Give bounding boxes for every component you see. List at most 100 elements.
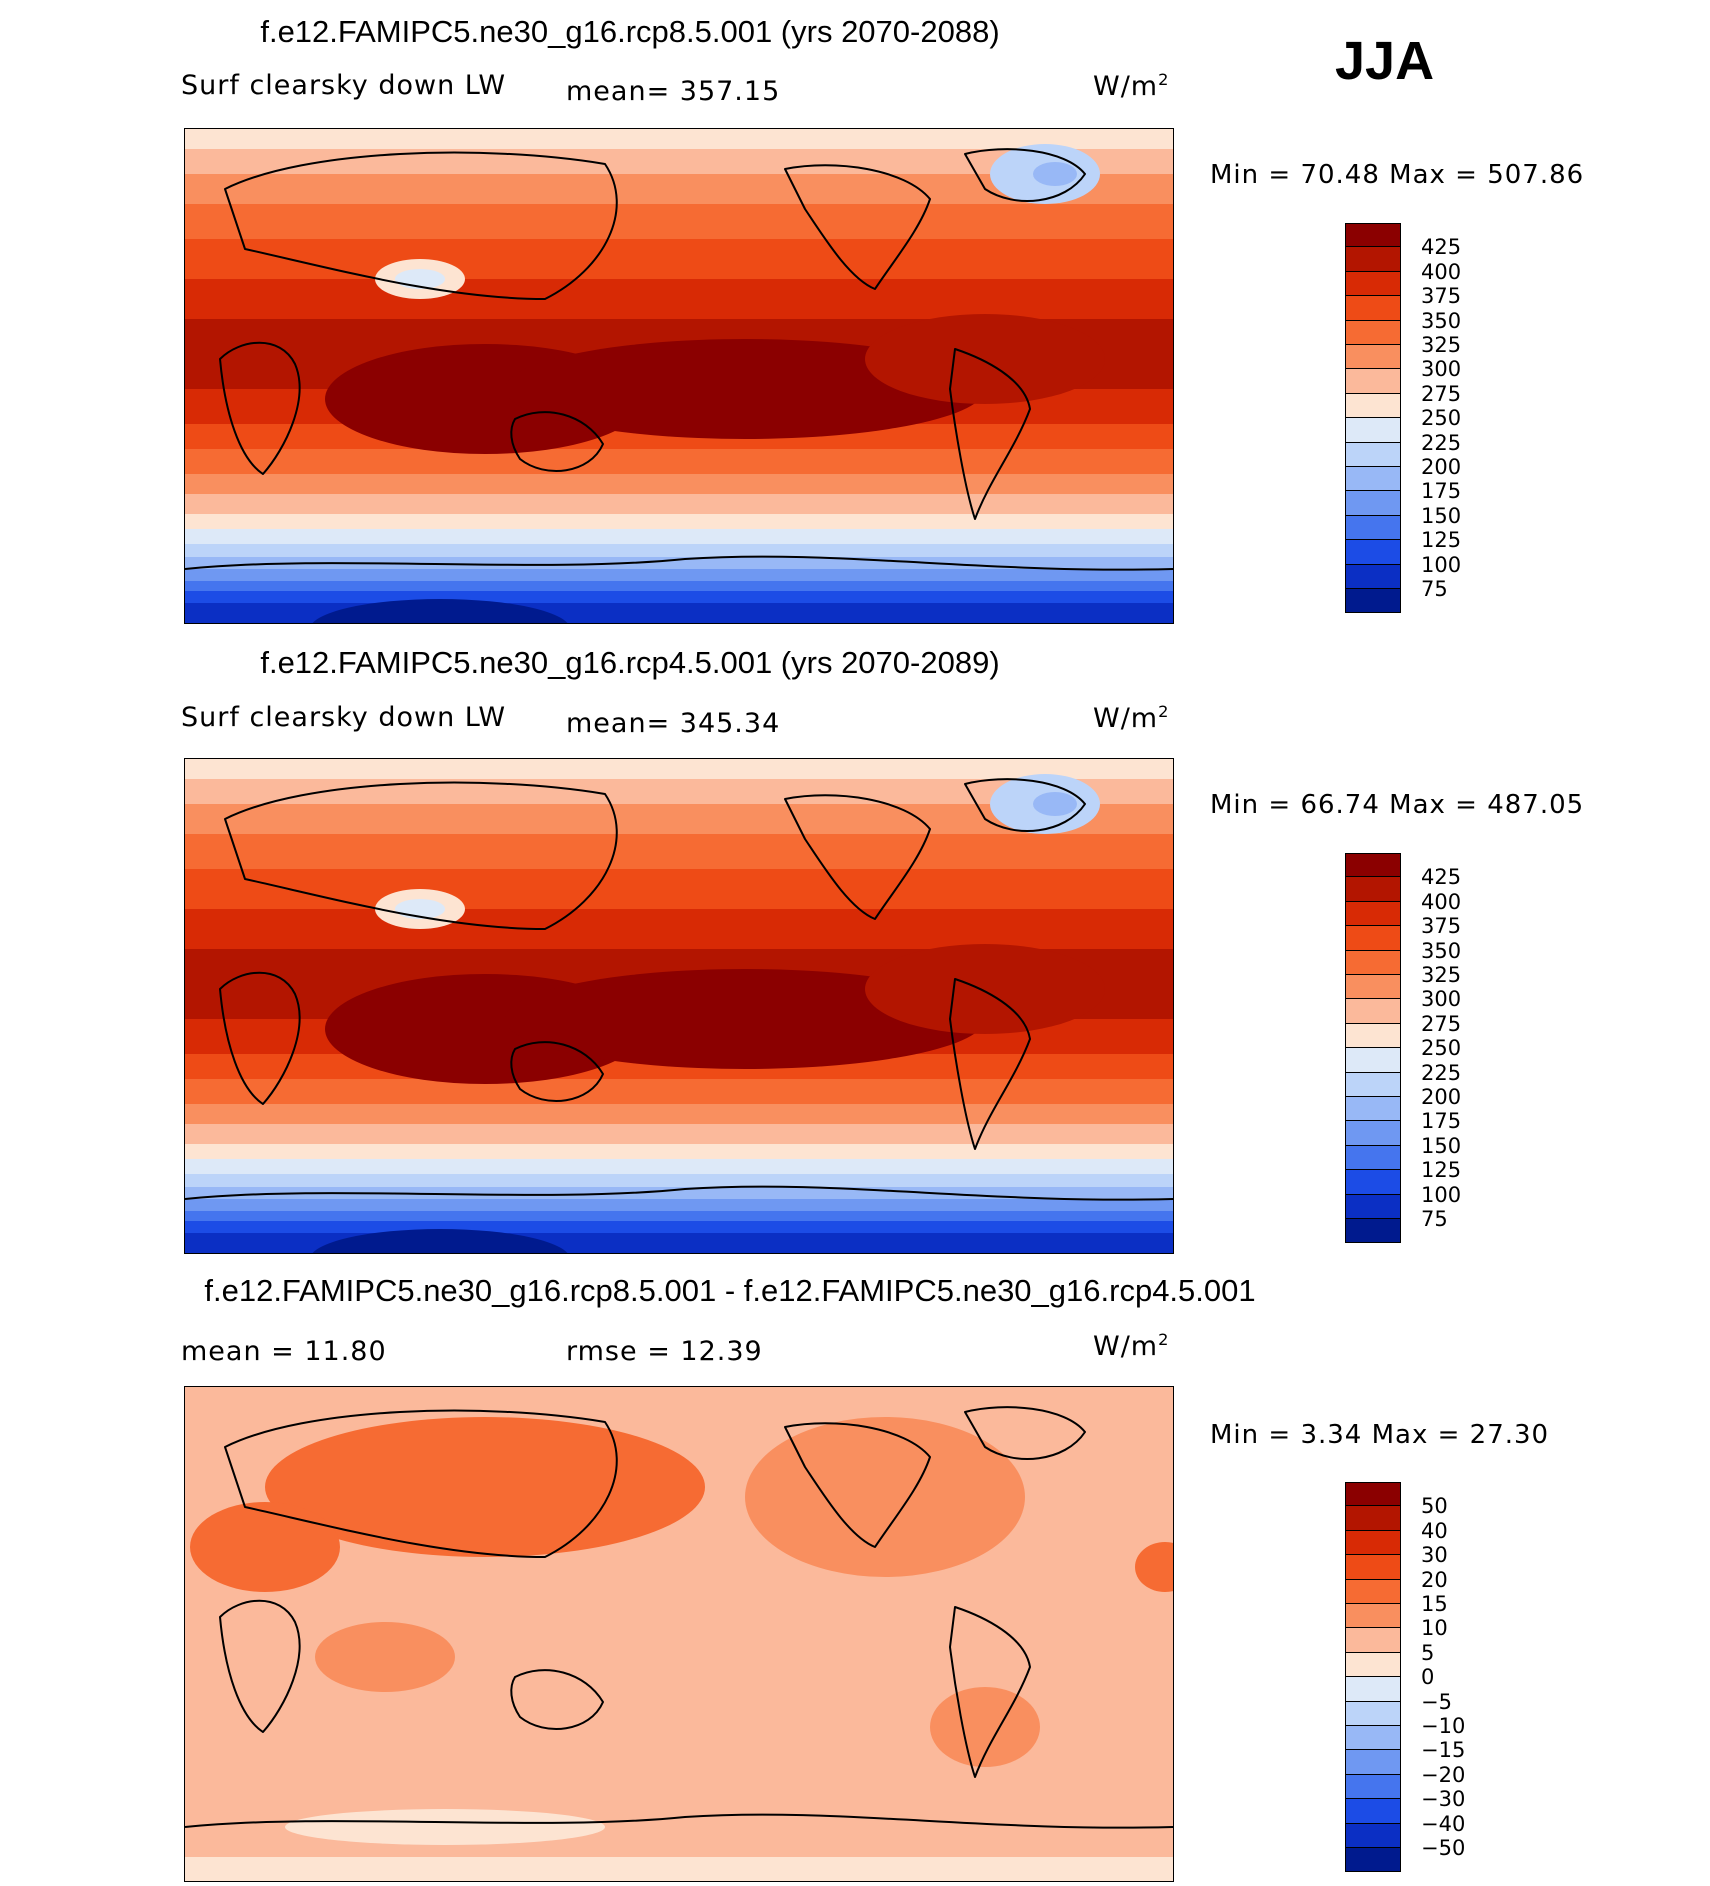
colorbar-swatch [1345,1023,1401,1049]
colorbar-swatch [1345,1750,1401,1775]
colorbar-swatch [1345,1823,1401,1848]
north-america-warming-region [745,1417,1025,1577]
colorbar-swatch [1345,1677,1401,1702]
southern-ocean-region [285,1809,605,1845]
colorbar-tick-label: 100 [1421,1182,1462,1207]
colorbar-swatch [1345,901,1401,927]
north-america-outline [784,164,931,290]
africa-outline [219,341,301,475]
panel-2-title: f.e12.FAMIPC5.ne30_g16.rcp4.5.001 (yrs 2… [260,645,1000,680]
colorbar-tick-label: 275 [1421,1011,1462,1036]
colorbar-swatch [1345,418,1401,443]
colorbar-tick-label: 425 [1421,235,1462,260]
colorbar-swatch [1345,442,1401,467]
colorbar-tick-label: 400 [1421,259,1462,284]
colorbar-swatch [1345,247,1401,272]
colorbar-swatch [1345,1482,1401,1507]
panel-2-units: W/m2 [1093,702,1170,734]
colorbar-swatch [1345,1194,1401,1219]
panel-1-units: W/m2 [1093,70,1170,102]
colorbar-swatch [1345,926,1401,951]
colorbar-tick-label: 200 [1421,455,1462,479]
eurasia-outline [224,1409,618,1558]
colorbar-tick-label: 5 [1421,1640,1435,1665]
africa-warming-region [190,1502,340,1592]
colorbar-tick-label: 250 [1421,1036,1462,1061]
colorbar-tick-label: 375 [1421,914,1462,939]
atlantic-warm-region [865,944,1105,1034]
colorbar-swatch [1345,223,1401,248]
colorbar-swatch [1345,491,1401,516]
colorbar-swatch [1345,1555,1401,1580]
panel-1-minmax: Min = 70.48 Max = 507.86 [1210,160,1585,190]
colorbar-swatch [1345,1604,1401,1629]
colorbar-swatch [1345,1097,1401,1122]
colorbar-tick-label: 225 [1421,430,1462,455]
colorbar-tick-label: 100 [1421,552,1462,577]
pacific-warm-region [505,969,985,1069]
colorbar-tick-label: 425 [1421,865,1462,890]
map-band [185,591,1173,603]
colorbar-swatch [1345,1072,1401,1097]
greenland-core-region [1033,792,1077,816]
colorbar-swatch [1345,1121,1401,1146]
antarctic-minimum-region [312,599,568,623]
colorbar-swatch [1345,564,1401,589]
antarctica-outline [185,1813,1173,1829]
eurasia-warming-region [265,1417,705,1557]
colorbar-swatch [1345,1579,1401,1604]
panel-2-mean: mean= 345.34 [566,708,781,739]
colorbar-swatch [1345,1170,1401,1195]
map-band [185,1124,1173,1144]
map-field [185,759,1173,1253]
colorbar-swatch [1345,1774,1401,1800]
colorbar-tick-label: 175 [1421,479,1462,504]
colorbar-tick-label: 200 [1421,1085,1462,1109]
map-band [185,1211,1173,1221]
colorbar-tick-label: −5 [1421,1689,1452,1714]
map-band [185,474,1173,494]
australia-outline [510,1669,604,1730]
colorbar-tick-label: 125 [1421,1158,1462,1183]
colorbar-tick-label: 150 [1421,1133,1462,1158]
colorbar-tick-label: 30 [1421,1543,1448,1568]
map-band [185,1159,1173,1174]
map-band [185,1144,1173,1159]
colorbar-tick-label: 125 [1421,528,1462,553]
colorbar-tick-label: 10 [1421,1616,1448,1641]
colorbar-swatch [1345,589,1401,614]
colorbar-tick-label: 15 [1421,1592,1448,1616]
indian-ocean-region [315,1622,455,1692]
antarctic-band [185,1857,1173,1881]
greenland-outline [964,1406,1086,1460]
antarctica-outline [185,555,1173,571]
colorbar-swatch [1345,1506,1401,1531]
colorbar-swatch [1345,369,1401,394]
colorbar-tick-label: 50 [1421,1494,1448,1519]
panel-3-minmax: Min = 3.34 Max = 27.30 [1210,1420,1550,1450]
colorbar-swatch [1345,515,1401,541]
colorbar-swatch [1345,1048,1401,1073]
greenland-outline [964,148,1086,202]
south-america-outline [949,348,1031,520]
colorbar-tick-label: 275 [1421,381,1462,406]
map-band [185,557,1173,569]
map-band [185,909,1173,949]
map-band [185,581,1173,591]
colorbar-swatch [1345,1628,1401,1653]
south-america-outline [949,1606,1031,1778]
map-band [185,204,1173,239]
colorbar-tick-label: 20 [1421,1567,1448,1592]
south-america-warming-region [930,1687,1040,1767]
map-band [185,449,1173,474]
eurasia-outline [224,151,618,300]
australia-outline [510,1041,604,1102]
colorbar-tick-label: 350 [1421,308,1462,333]
colorbar-tick-label: 75 [1421,577,1448,601]
colorbar-tick-label: 40 [1421,1518,1448,1543]
map-field [185,1387,1173,1881]
map-band [185,129,1173,149]
colorbar-tick-label: 300 [1421,987,1462,1012]
eurasia-outline [224,781,618,930]
colorbar-tick-label: −20 [1421,1762,1466,1787]
